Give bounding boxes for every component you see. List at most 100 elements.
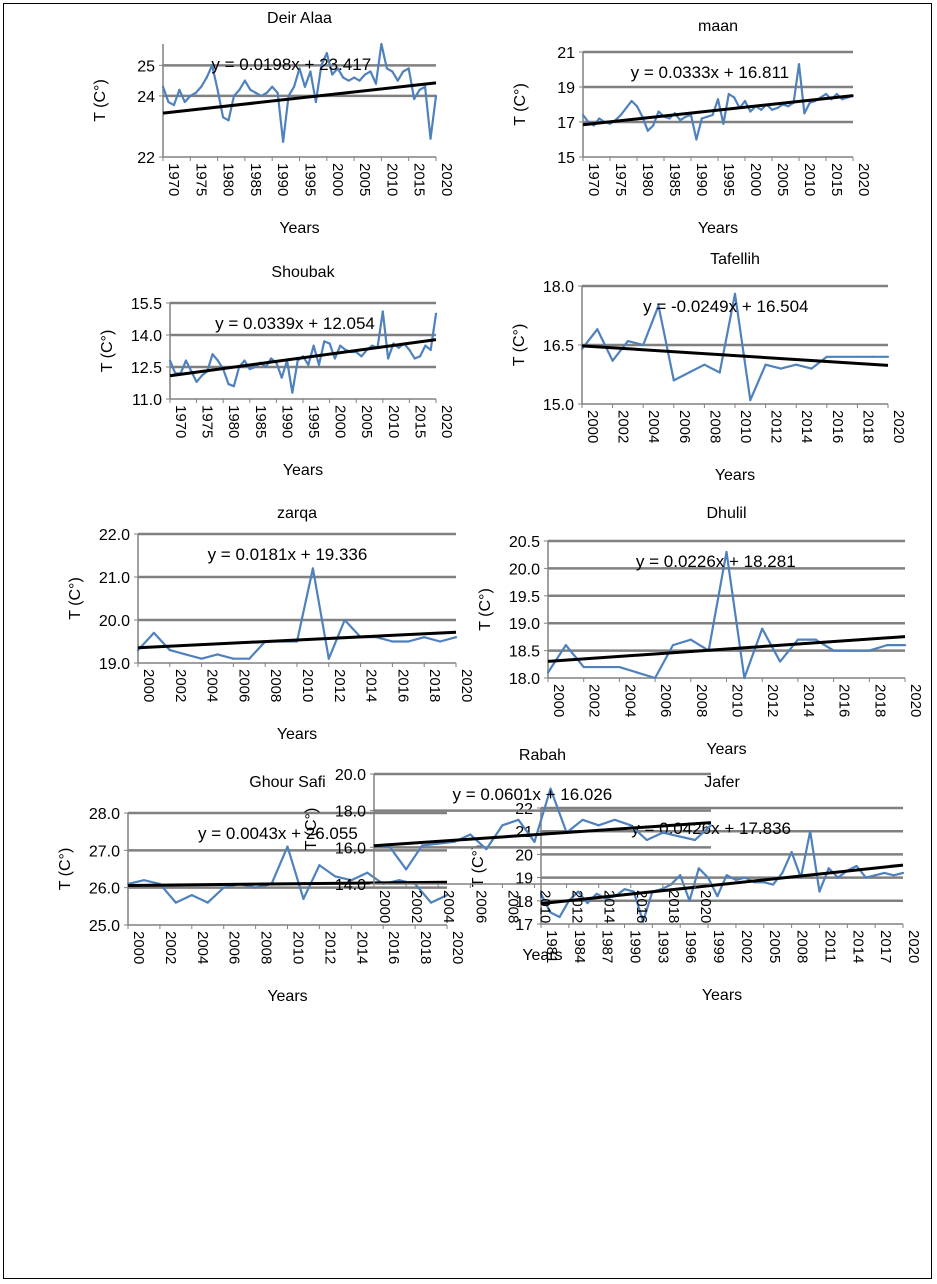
y-tick-label: 15.5 <box>131 296 162 313</box>
data-point <box>764 363 767 366</box>
data-point <box>689 638 692 641</box>
y-axis-title: T (C°) <box>512 83 529 126</box>
data-point <box>654 676 657 680</box>
x-tick-label: 1987 <box>599 930 616 963</box>
data-point <box>136 649 140 652</box>
data-point <box>832 649 835 652</box>
data-point <box>744 876 747 879</box>
data-point <box>668 117 671 120</box>
data-point <box>618 665 621 669</box>
data-point <box>200 85 203 88</box>
data-point <box>695 138 698 141</box>
y-axis-title: T (C°) <box>67 577 84 620</box>
y-tick-label: 18.0 <box>509 671 540 688</box>
data-point <box>762 881 765 884</box>
y-tick-label: 19.5 <box>509 589 540 606</box>
x-axis-title: Years <box>715 467 755 484</box>
data-point <box>200 374 204 377</box>
data-point <box>770 108 774 111</box>
data-point <box>454 636 458 639</box>
data-point <box>642 920 645 923</box>
data-point <box>582 665 585 669</box>
x-tick-label: 1970 <box>585 163 602 196</box>
trend-equation: y = 0.0601x + 16.026 <box>453 785 613 804</box>
x-tick-label: 2000 <box>747 163 764 196</box>
data-point <box>429 348 432 352</box>
data-point <box>725 874 728 877</box>
y-tick-label: 26.0 <box>89 881 120 898</box>
x-tick-label: 1980 <box>639 163 656 196</box>
data-point <box>254 91 257 94</box>
y-tick-label: 19 <box>515 871 533 888</box>
data-point <box>671 644 675 647</box>
x-tick-label: 2008 <box>693 684 710 717</box>
x-tick-label: 2020 <box>890 410 907 443</box>
x-tick-label: 2020 <box>697 890 714 923</box>
data-point <box>271 85 274 88</box>
data-point <box>385 67 388 70</box>
data-point <box>350 879 353 882</box>
data-point <box>679 874 682 877</box>
x-axis-title: Years <box>522 947 562 964</box>
data-point <box>211 353 214 356</box>
x-tick-label: 2014 <box>798 410 815 443</box>
data-point <box>391 640 394 643</box>
data-point <box>190 894 193 897</box>
x-tick-label: 2004 <box>204 669 221 702</box>
x-tick-label: 2006 <box>676 410 693 443</box>
data-point <box>222 886 225 889</box>
data-point <box>366 871 369 874</box>
data-point <box>795 363 798 366</box>
x-tick-label: 1981 <box>543 930 560 963</box>
y-tick-label: 19.0 <box>509 616 540 633</box>
trendline <box>540 863 904 906</box>
data-point <box>841 98 844 101</box>
data-point <box>168 649 171 652</box>
data-point <box>703 363 706 366</box>
data-point <box>613 818 616 821</box>
data-point <box>336 67 339 70</box>
data-point <box>248 657 251 660</box>
data-point <box>760 108 763 111</box>
data-point <box>339 344 342 347</box>
data-point <box>539 892 543 895</box>
data-point <box>269 357 273 360</box>
x-axis-title: Years <box>702 987 742 1004</box>
data-point <box>327 657 330 660</box>
data-point <box>716 98 720 101</box>
x-tick-label: 2005 <box>358 405 375 438</box>
data-point <box>317 363 321 366</box>
y-tick-label: 12.5 <box>131 360 162 377</box>
data-point <box>716 895 719 898</box>
y-axis-title: T (C°) <box>57 848 74 891</box>
x-tick-label: 2010 <box>536 890 553 923</box>
data-point <box>363 73 367 76</box>
x-tick-label: 2014 <box>601 890 618 923</box>
y-tick-label: 18.0 <box>543 279 574 296</box>
x-tick-label: 2005 <box>766 930 783 963</box>
data-point <box>429 901 433 904</box>
data-point <box>343 618 346 622</box>
data-point <box>623 888 626 891</box>
data-point <box>886 644 889 647</box>
figure-frame <box>3 3 932 1279</box>
y-tick-label: 14.0 <box>335 877 366 894</box>
x-tick-label: 1985 <box>666 163 683 196</box>
x-tick-label: 2018 <box>417 931 434 964</box>
x-tick-label: 2015 <box>411 163 428 196</box>
data-point <box>265 91 268 94</box>
data-point <box>827 867 830 870</box>
data-point <box>779 367 783 370</box>
data-point <box>421 844 424 847</box>
data-point <box>598 117 601 120</box>
x-tick-label: 2018 <box>426 669 443 702</box>
x-tick-label: 2004 <box>440 890 457 923</box>
x-tick-label: 1975 <box>612 163 629 196</box>
data-point <box>581 818 584 821</box>
data-point <box>883 871 886 875</box>
data-point <box>184 359 188 362</box>
trend-equation: y = 0.0181x + 19.336 <box>208 545 368 564</box>
y-tick-label: 15 <box>557 150 575 167</box>
y-tick-label: 24 <box>137 89 155 106</box>
